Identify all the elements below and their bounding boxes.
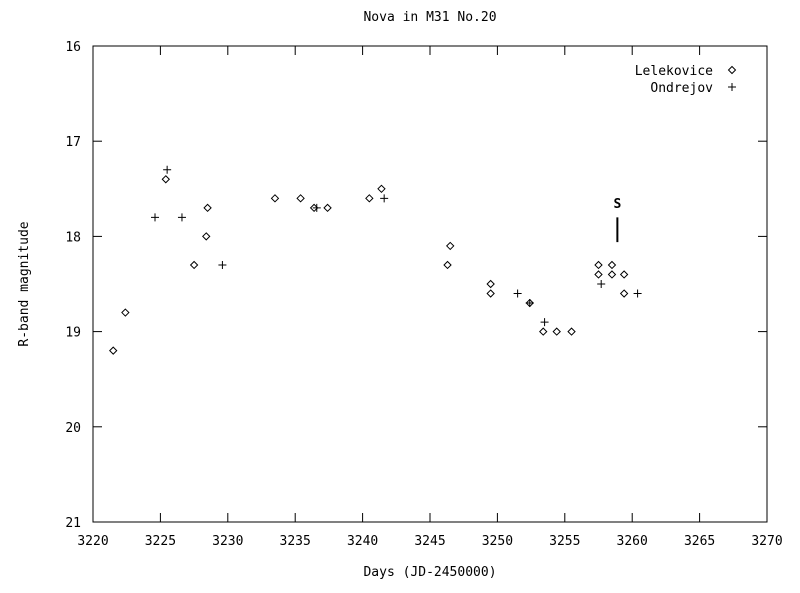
point-lelekovice (296, 194, 305, 203)
y-tick-label: 17 (65, 135, 81, 150)
point-ondrejov (728, 83, 736, 91)
point-lelekovice (365, 194, 374, 203)
point-ondrejov (163, 165, 172, 174)
point-lelekovice (619, 289, 629, 298)
legend: Lelekovice Ondrejov (635, 64, 737, 96)
y-tick-label: 19 (65, 326, 81, 341)
x-tick-label: 3245 (414, 534, 445, 549)
point-lelekovice (270, 194, 280, 203)
point-lelekovice (619, 270, 629, 279)
point-lelekovice (109, 346, 118, 355)
x-tick-label: 3260 (617, 534, 648, 549)
point-ondrejov (525, 299, 534, 308)
point-lelekovice (607, 270, 617, 279)
y-tick-label: 16 (65, 40, 81, 55)
plot-frame (92, 45, 768, 523)
point-lelekovice (567, 327, 576, 336)
point-ondrejov (597, 280, 606, 288)
annotation-label: S (613, 197, 621, 212)
point-ondrejov (312, 203, 321, 212)
point-lelekovice (539, 327, 548, 336)
legend-label: Ondrejov (650, 81, 713, 96)
point-ondrejov (151, 213, 160, 222)
y-tick-label: 20 (65, 421, 81, 436)
point-lelekovice (161, 175, 170, 184)
y-tick-label: 18 (65, 230, 81, 245)
x-tick-label: 3230 (212, 534, 243, 549)
x-tick-label: 3235 (280, 534, 311, 549)
point-lelekovice (202, 232, 211, 241)
x-tick-label: 3265 (684, 534, 715, 549)
y-tick-labels: 16 17 18 19 20 21 (65, 40, 81, 531)
x-tick-label: 3270 (751, 534, 782, 549)
point-lelekovice (486, 279, 495, 289)
point-ondrejov (218, 260, 227, 269)
y-axis-label: R-band magnitude (17, 221, 32, 346)
point-lelekovice (446, 241, 455, 251)
point-ondrejov (540, 318, 549, 327)
point-lelekovice (552, 327, 561, 336)
x-tick-label: 3225 (145, 534, 176, 549)
point-lelekovice (443, 260, 452, 270)
legend-label: Lelekovice (635, 64, 713, 79)
data-points (109, 165, 642, 355)
x-tick-label: 3255 (549, 534, 580, 549)
annotations: S (613, 197, 621, 243)
point-lelekovice (203, 203, 212, 213)
chart-title: Nova in M31 No.20 (363, 10, 496, 25)
axis-ticks (92, 45, 768, 523)
x-tick-label: 3240 (347, 534, 378, 549)
point-lelekovice (377, 184, 386, 194)
point-lelekovice (121, 308, 130, 317)
x-tick-labels: 3220 3225 3230 3235 3240 3245 3250 3255 3260 3265… (77, 534, 782, 549)
point-lelekovice (189, 260, 199, 270)
y-tick-label: 21 (65, 516, 81, 531)
point-lelekovice (486, 289, 495, 298)
point-ondrejov (177, 213, 186, 222)
x-tick-label: 3250 (482, 534, 513, 549)
x-axis-label: Days (JD-2450000) (363, 565, 496, 580)
point-lelekovice (594, 270, 603, 279)
point-ondrejov (380, 194, 389, 203)
point-lelekovice (323, 203, 332, 213)
point-lelekovice (607, 260, 617, 270)
point-ondrejov (513, 289, 522, 298)
point-ondrejov (633, 289, 642, 298)
point-lelekovice (727, 65, 737, 75)
point-lelekovice (594, 260, 603, 270)
x-tick-label: 3220 (77, 534, 108, 549)
